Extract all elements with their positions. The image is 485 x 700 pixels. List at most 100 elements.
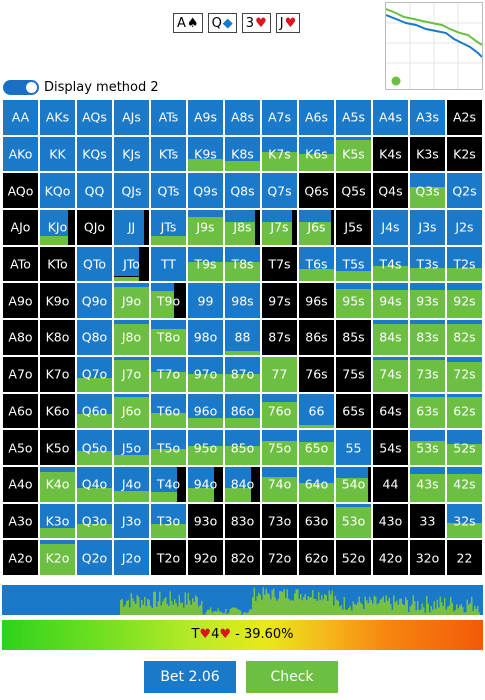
hand-cell-99[interactable]: 99 [187,282,224,320]
hand-cell-44[interactable]: 44 [372,465,409,503]
hand-cell-A3o[interactable]: A3o [2,502,39,540]
hand-cell-32s[interactable]: 32s [446,502,483,540]
hand-cell-K7s[interactable]: K7s [261,135,298,173]
hand-cell-65o[interactable]: 65o [298,429,335,466]
hand-cell-J2s[interactable]: J2s [446,209,483,246]
hand-cell-AJs[interactable]: AJs [113,99,150,136]
hand-cell-76o[interactable]: 76o [261,392,298,430]
hand-cell-K8o[interactable]: K8o [39,319,76,356]
hand-cell-Q9o[interactable]: Q9o [76,282,113,320]
hand-cell-75s[interactable]: 75s [335,355,372,393]
hand-cell-JTo[interactable]: JTo [113,245,150,283]
hand-cell-74s[interactable]: 74s [372,355,409,393]
hand-cell-KQo[interactable]: KQo [39,172,76,210]
hand-cell-42o[interactable]: 42o [372,539,409,576]
hand-cell-Q5o[interactable]: Q5o [76,429,113,466]
hand-cell-J3s[interactable]: J3s [409,209,446,246]
hand-cell-K4s[interactable]: K4s [372,135,409,173]
hand-cell-33[interactable]: 33 [409,502,446,540]
hand-cell-43o[interactable]: 43o [372,502,409,540]
hand-cell-AKo[interactable]: AKo [2,135,39,173]
hand-cell-J2o[interactable]: J2o [113,539,150,576]
hand-cell-J8s[interactable]: J8s [224,209,261,246]
hand-cell-ATo[interactable]: ATo [2,245,39,283]
hand-cell-54o[interactable]: 54o [335,465,372,503]
hand-cell-95s[interactable]: 95s [335,282,372,320]
hand-cell-52o[interactable]: 52o [335,539,372,576]
hand-cell-J6o[interactable]: J6o [113,392,150,430]
hand-cell-T6s[interactable]: T6s [298,245,335,283]
hand-cell-22[interactable]: 22 [446,539,483,576]
hand-cell-KK[interactable]: KK [39,135,76,173]
hand-cell-A4o[interactable]: A4o [2,465,39,503]
hand-cell-QQ[interactable]: QQ [76,172,113,210]
hand-cell-Q7o[interactable]: Q7o [76,355,113,393]
hand-cell-43s[interactable]: 43s [409,465,446,503]
hand-cell-74o[interactable]: 74o [261,465,298,503]
hand-cell-J6s[interactable]: J6s [298,209,335,246]
hand-cell-A6s[interactable]: A6s [298,99,335,136]
hand-cell-Q4o[interactable]: Q4o [76,465,113,503]
hand-cell-84o[interactable]: 84o [224,465,261,503]
hand-cell-85o[interactable]: 85o [224,429,261,466]
hand-cell-JTs[interactable]: JTs [150,209,187,246]
hand-cell-T8o[interactable]: T8o [150,319,187,356]
hand-cell-AQo[interactable]: AQo [2,172,39,210]
hand-cell-Q2o[interactable]: Q2o [76,539,113,576]
hand-cell-32o[interactable]: 32o [409,539,446,576]
hand-cell-53o[interactable]: 53o [335,502,372,540]
hand-cell-82s[interactable]: 82s [446,319,483,356]
hand-cell-98o[interactable]: 98o [187,319,224,356]
hand-cell-T7o[interactable]: T7o [150,355,187,393]
hand-cell-AKs[interactable]: AKs [39,99,76,136]
hand-cell-86s[interactable]: 86s [298,319,335,356]
hand-cell-T7s[interactable]: T7s [261,245,298,283]
hand-cell-K6o[interactable]: K6o [39,392,76,430]
display-method-toggle[interactable] [3,80,39,95]
hand-cell-65s[interactable]: 65s [335,392,372,430]
hand-cell-Q3o[interactable]: Q3o [76,502,113,540]
hand-cell-A4s[interactable]: A4s [372,99,409,136]
hand-cell-J4s[interactable]: J4s [372,209,409,246]
hand-cell-62o[interactable]: 62o [298,539,335,576]
hand-cell-A9o[interactable]: A9o [2,282,39,320]
hand-cell-55[interactable]: 55 [335,429,372,466]
hand-cell-Q6s[interactable]: Q6s [298,172,335,210]
hand-cell-93s[interactable]: 93s [409,282,446,320]
hand-cell-97o[interactable]: 97o [187,355,224,393]
hand-cell-94s[interactable]: 94s [372,282,409,320]
hand-cell-87s[interactable]: 87s [261,319,298,356]
hand-cell-T9o[interactable]: T9o [150,282,187,320]
hand-cell-A5s[interactable]: A5s [335,99,372,136]
hand-cell-64s[interactable]: 64s [372,392,409,430]
hand-cell-KTs[interactable]: KTs [150,135,187,173]
hand-cell-86o[interactable]: 86o [224,392,261,430]
hand-cell-T2s[interactable]: T2s [446,245,483,283]
hand-cell-A3s[interactable]: A3s [409,99,446,136]
hand-cell-63s[interactable]: 63s [409,392,446,430]
hand-cell-A7o[interactable]: A7o [2,355,39,393]
hand-cell-73o[interactable]: 73o [261,502,298,540]
hand-cell-J3o[interactable]: J3o [113,502,150,540]
hand-cell-T4o[interactable]: T4o [150,465,187,503]
hand-cell-93o[interactable]: 93o [187,502,224,540]
hand-cell-QJs[interactable]: QJs [113,172,150,210]
hand-cell-A2o[interactable]: A2o [2,539,39,576]
hand-cell-42s[interactable]: 42s [446,465,483,503]
hand-cell-95o[interactable]: 95o [187,429,224,466]
hand-cell-96s[interactable]: 96s [298,282,335,320]
hand-cell-Q8s[interactable]: Q8s [224,172,261,210]
hand-cell-87o[interactable]: 87o [224,355,261,393]
hand-cell-72o[interactable]: 72o [261,539,298,576]
hand-cell-Q5s[interactable]: Q5s [335,172,372,210]
hand-cell-J5s[interactable]: J5s [335,209,372,246]
hand-cell-T9s[interactable]: T9s [187,245,224,283]
hand-cell-94o[interactable]: 94o [187,465,224,503]
hand-cell-A2s[interactable]: A2s [446,99,483,136]
hand-cell-K8s[interactable]: K8s [224,135,261,173]
hand-cell-J9s[interactable]: J9s [187,209,224,246]
hand-cell-A6o[interactable]: A6o [2,392,39,430]
hand-cell-75o[interactable]: 75o [261,429,298,466]
hand-cell-A5o[interactable]: A5o [2,429,39,466]
hand-cell-K7o[interactable]: K7o [39,355,76,393]
